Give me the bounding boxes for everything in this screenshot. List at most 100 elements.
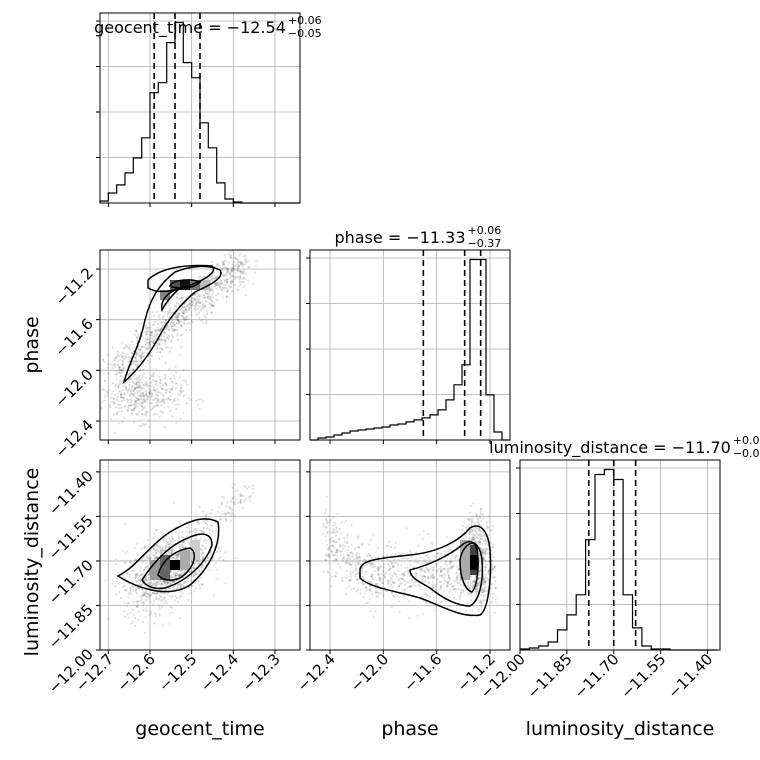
sample-point — [220, 545, 223, 549]
sample-point — [204, 561, 207, 564]
sample-point — [230, 267, 233, 270]
sample-point — [432, 586, 435, 590]
sample-point — [482, 534, 485, 537]
sample-point — [140, 354, 143, 357]
sample-point — [177, 601, 180, 604]
panel-frame-geocent_time-phase — [99, 249, 301, 441]
sample-point — [148, 341, 151, 344]
sample-point — [174, 316, 177, 319]
sample-point — [482, 552, 485, 555]
sample-point — [127, 404, 130, 407]
contour-line — [122, 265, 222, 385]
sample-point — [456, 576, 459, 579]
sample-point — [203, 293, 206, 296]
sample-point — [327, 556, 330, 559]
sample-point — [142, 401, 145, 404]
sample-point — [189, 329, 192, 332]
sample-point — [150, 331, 153, 334]
sample-point — [360, 543, 364, 546]
sample-point — [168, 391, 171, 394]
sample-point — [478, 533, 482, 536]
sample-point — [210, 299, 213, 302]
sample-point — [227, 511, 230, 515]
sample-point — [243, 499, 246, 502]
sample-point — [144, 576, 147, 579]
sample-point — [202, 313, 205, 316]
sample-point — [149, 339, 152, 342]
sample-point — [341, 576, 344, 580]
sample-point — [157, 314, 160, 317]
sample-point — [193, 571, 197, 574]
sample-point — [471, 517, 474, 521]
sample-point — [422, 612, 425, 616]
sample-point — [493, 575, 496, 578]
sample-point — [470, 594, 473, 597]
sample-point — [133, 407, 136, 410]
sample-point — [239, 261, 242, 264]
sample-point — [331, 531, 334, 534]
sample-point — [130, 592, 133, 595]
sample-point — [438, 556, 441, 559]
sample-point — [181, 389, 185, 392]
sample-point — [479, 594, 483, 597]
sample-point — [448, 580, 451, 583]
sample-point — [175, 371, 178, 374]
sample-point — [482, 599, 485, 602]
sample-point — [439, 580, 442, 583]
sample-point — [382, 594, 385, 597]
sample-point — [171, 333, 174, 337]
sample-point — [204, 546, 207, 549]
sample-point — [162, 395, 165, 398]
sample-point — [235, 269, 238, 272]
sample-point — [226, 278, 229, 281]
sample-point — [468, 586, 472, 589]
sample-point — [134, 378, 137, 381]
sample-point — [168, 335, 171, 338]
sample-point — [140, 573, 143, 576]
sample-point — [139, 398, 142, 401]
sample-point — [484, 535, 487, 538]
sample-point — [139, 391, 142, 395]
sample-point — [178, 617, 181, 620]
sample-point — [132, 375, 136, 378]
sample-point — [353, 569, 356, 572]
sample-point — [111, 366, 114, 370]
sample-point — [484, 560, 487, 563]
sample-point — [154, 383, 157, 386]
sample-point — [346, 534, 349, 537]
sample-point — [160, 600, 163, 603]
sample-point — [144, 616, 147, 619]
scatter-geocent_time-phase — [100, 250, 258, 434]
sample-point — [148, 393, 151, 396]
sample-point — [153, 338, 156, 342]
sample-point — [132, 394, 135, 397]
sample-point — [159, 338, 162, 341]
sample-point — [148, 614, 151, 617]
sample-point — [112, 400, 115, 403]
sample-point — [158, 606, 161, 609]
sample-point — [224, 287, 227, 290]
sample-point — [161, 393, 165, 396]
sample-point — [401, 557, 404, 560]
sample-point — [156, 583, 159, 586]
sample-point — [202, 565, 205, 568]
sample-point — [170, 582, 173, 585]
sample-point — [475, 521, 478, 524]
sample-point — [232, 267, 235, 270]
sample-point — [144, 599, 147, 602]
sample-point — [235, 257, 238, 260]
sample-point — [222, 268, 225, 271]
sample-point — [218, 284, 221, 287]
title-plus: +0.06 — [468, 224, 502, 237]
sample-point — [163, 581, 166, 585]
sample-point — [133, 404, 136, 407]
sample-point — [229, 272, 232, 275]
sample-point — [210, 277, 213, 280]
sample-point — [104, 579, 107, 582]
sample-point — [484, 539, 487, 542]
sample-point — [458, 595, 461, 598]
sample-point — [482, 587, 485, 590]
sample-point — [171, 588, 174, 591]
sample-point — [143, 631, 146, 634]
sample-point — [151, 583, 154, 586]
